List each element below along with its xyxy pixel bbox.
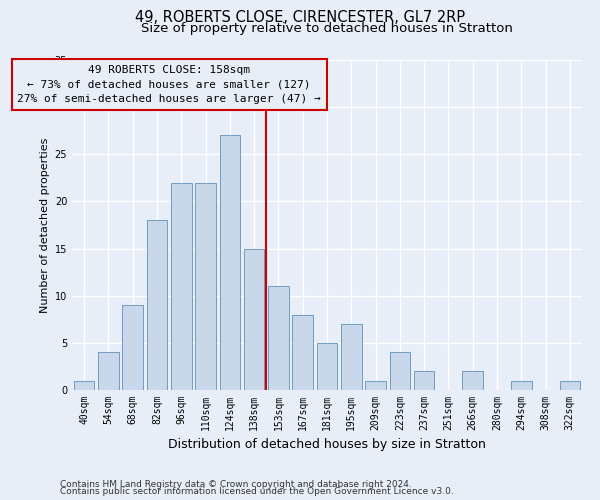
Text: Contains HM Land Registry data © Crown copyright and database right 2024.: Contains HM Land Registry data © Crown c… (60, 480, 412, 489)
Bar (414, 371, 434, 390)
Bar (365, 380, 386, 390)
Bar (292, 314, 313, 390)
Bar (122, 305, 143, 390)
Bar (74, 380, 94, 390)
Bar (220, 136, 240, 390)
Text: 49 ROBERTS CLOSE: 158sqm
← 73% of detached houses are smaller (127)
27% of semi-: 49 ROBERTS CLOSE: 158sqm ← 73% of detach… (17, 64, 321, 104)
Bar (195, 182, 216, 390)
Bar (341, 324, 362, 390)
Bar (244, 248, 265, 390)
Bar (317, 343, 337, 390)
Bar (268, 286, 289, 390)
Bar (98, 352, 119, 390)
Text: 49, ROBERTS CLOSE, CIRENCESTER, GL7 2RP: 49, ROBERTS CLOSE, CIRENCESTER, GL7 2RP (135, 10, 465, 25)
Title: Size of property relative to detached houses in Stratton: Size of property relative to detached ho… (141, 22, 513, 35)
Text: Contains public sector information licensed under the Open Government Licence v3: Contains public sector information licen… (60, 487, 454, 496)
Y-axis label: Number of detached properties: Number of detached properties (40, 138, 50, 312)
Bar (171, 182, 191, 390)
Bar (389, 352, 410, 390)
Bar (560, 380, 580, 390)
Bar (511, 380, 532, 390)
Bar (146, 220, 167, 390)
X-axis label: Distribution of detached houses by size in Stratton: Distribution of detached houses by size … (168, 438, 486, 452)
Bar (463, 371, 483, 390)
